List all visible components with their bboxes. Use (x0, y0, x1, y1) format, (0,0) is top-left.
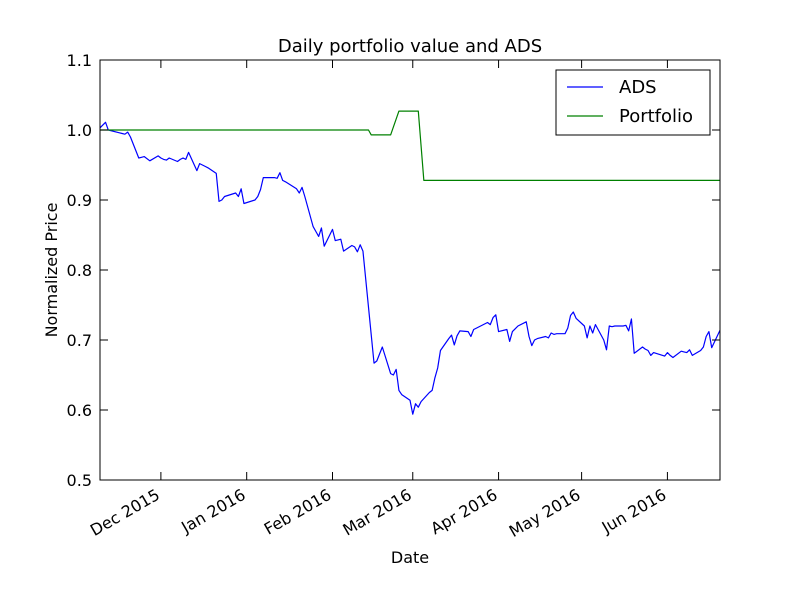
y-tick-label: 0.9 (67, 191, 92, 210)
y-tick-label: 0.8 (67, 261, 92, 280)
y-axis-label: Normalized Price (42, 203, 61, 338)
plot-frame (99, 59, 721, 481)
y-tick-label: 0.5 (67, 471, 92, 490)
y-axis-ticks: 0.5 0.6 0.7 0.8 0.9 1.0 1.1 (67, 51, 720, 490)
series-line-portfolio (100, 110, 720, 181)
chart-title: Daily portfolio value and ADS (278, 36, 542, 57)
x-axis-label: Date (391, 548, 429, 567)
series-line-ads (100, 121, 720, 415)
series-layer (100, 110, 720, 415)
y-tick-label: 0.7 (67, 331, 92, 350)
legend-box (555, 69, 711, 136)
legend-label-portfolio: Portfolio (619, 106, 693, 127)
y-tick-label: 0.6 (67, 401, 92, 420)
legend-label-ads: ADS (619, 77, 657, 98)
y-tick-label: 1.0 (67, 121, 92, 140)
legend: ADS Portfolio (555, 69, 711, 136)
y-tick-label: 1.1 (67, 51, 92, 70)
